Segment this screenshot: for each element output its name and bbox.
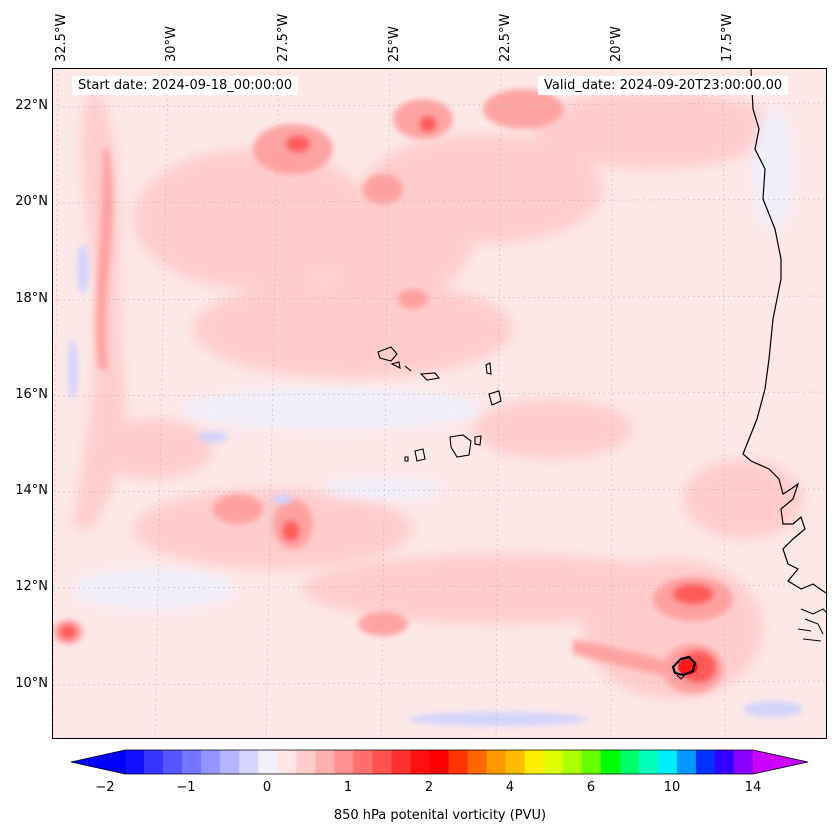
colorbar: [70, 749, 809, 775]
lat-label-12n: 12°N: [15, 579, 48, 594]
lat-label-18n: 18°N: [15, 291, 48, 306]
colorbar-segment: [239, 750, 259, 774]
colorbar-segment: [600, 750, 621, 774]
colorbar-segment: [372, 750, 392, 774]
valid-date-label: Valid_date: 2024-09-20T23:00:00.00: [538, 76, 789, 95]
colorbar-over-triangle: [753, 750, 808, 774]
colorbar-segment: [619, 750, 640, 774]
pv-negative-areas: [68, 244, 803, 726]
colorbar-segment: [182, 750, 202, 774]
colorbar-segment: [448, 750, 469, 774]
colorbar-segment: [410, 750, 430, 774]
colorbar-segment: [714, 750, 735, 774]
colorbar-segment: [125, 750, 145, 774]
gridlines: [53, 69, 826, 738]
lat-label-10n: 10°N: [15, 676, 48, 691]
colorbar-tick-1: 1: [343, 780, 353, 795]
colorbar-label: 850 hPa potenital vorticity (PVU): [333, 808, 547, 823]
map-frame: [52, 68, 827, 739]
pv-near-zero-areas: [73, 109, 793, 609]
colorbar-segment: [315, 750, 335, 774]
colorbar-tick-2: 2: [424, 780, 434, 795]
colorbar-tick-4: 4: [505, 780, 515, 795]
colorbar-tick-neg1: −1: [176, 780, 196, 795]
colorbar-segment: [733, 750, 754, 774]
lat-label-20n: 20°N: [15, 194, 48, 209]
colorbar-segment: [543, 750, 564, 774]
lon-label-17-5w: 17.5°W: [720, 13, 735, 62]
colorbar-segment: [676, 750, 697, 774]
colorbar-segment: [201, 750, 221, 774]
lon-label-22-5w: 22.5°W: [498, 13, 513, 62]
guinea-bissau-islands: [797, 608, 826, 642]
lat-label-14n: 14°N: [15, 483, 48, 498]
colorbar-segment: [353, 750, 373, 774]
lat-label-16n: 16°N: [15, 387, 48, 402]
colorbar-segment: [562, 750, 583, 774]
colorbar-segment: [258, 750, 278, 774]
pv-strong-positive-areas: [60, 116, 716, 683]
pv-peak-inner-contour: [676, 674, 686, 680]
lon-label-30w: 30°W: [164, 26, 179, 62]
colorbar-tick-6: 6: [586, 780, 596, 795]
lon-label-25w: 25°W: [387, 26, 402, 62]
colorbar-segment: [296, 750, 316, 774]
colorbar-segment: [391, 750, 411, 774]
colorbar-segment: [277, 750, 297, 774]
colorbar-segment: [334, 750, 354, 774]
colorbar-tick-0: 0: [262, 780, 272, 795]
colorbar-segment: [429, 750, 450, 774]
start-date-label: Start date: 2024-09-18_00:00:00: [72, 76, 299, 95]
colorbar-segment: [638, 750, 659, 774]
colorbar-segment: [524, 750, 545, 774]
colorbar-under-triangle: [71, 750, 125, 774]
lon-label-20w: 20°W: [609, 26, 624, 62]
colorbar-tick-14: 14: [744, 780, 762, 795]
colorbar-segment: [657, 750, 678, 774]
colorbar-segment: [581, 750, 602, 774]
cape-verde-islands: [377, 346, 502, 462]
colorbar-segment: [486, 750, 507, 774]
colorbar-segment: [505, 750, 526, 774]
colorbar-tick-neg2: −2: [95, 780, 115, 795]
lon-label-27-5w: 27.5°W: [276, 13, 291, 62]
pv-field-map: [53, 69, 826, 738]
colorbar-segment: [144, 750, 164, 774]
colorbar-segment: [220, 750, 240, 774]
colorbar-segment: [467, 750, 488, 774]
lon-label-32-5w: 32.5°W: [54, 13, 69, 62]
pv-peak-contour: [671, 655, 697, 677]
colorbar-segment: [695, 750, 716, 774]
colorbar-segment: [163, 750, 183, 774]
colorbar-tick-10: 10: [663, 780, 681, 795]
colorbar-outline: [70, 749, 809, 775]
africa-coastline: [742, 69, 826, 594]
lat-label-22n: 22°N: [15, 98, 48, 113]
